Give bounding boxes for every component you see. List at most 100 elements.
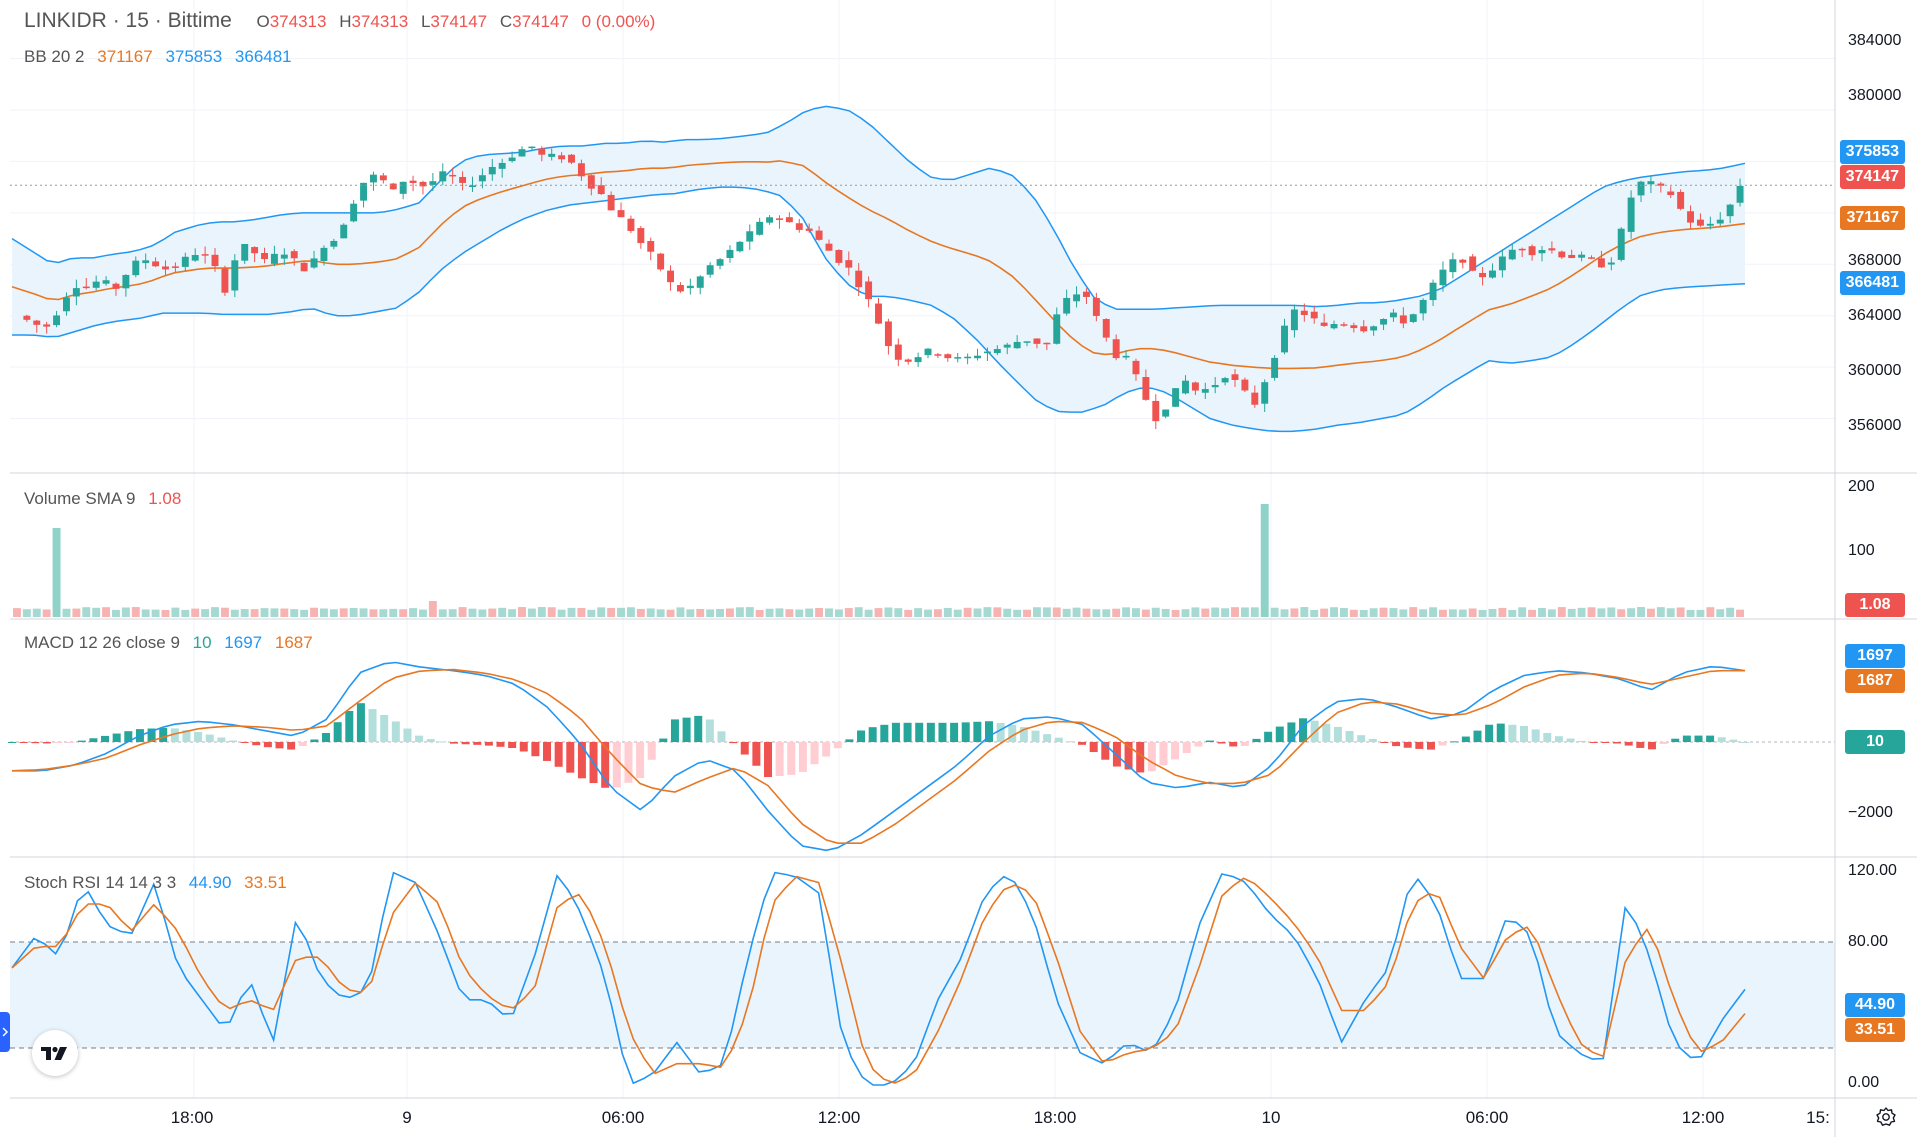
macd-hist-bar [287, 742, 296, 750]
ohlc-low: 374147 [430, 12, 488, 31]
volume-bar [72, 608, 81, 617]
volume-bar [379, 609, 388, 617]
candle-body [72, 288, 80, 297]
candle-body [944, 354, 952, 359]
volume-bar [1656, 607, 1665, 617]
volume-bar [815, 608, 824, 617]
macd-hist-bar [1112, 742, 1121, 767]
bb-lower-value: 366481 [234, 47, 292, 66]
volume-bar [151, 609, 160, 617]
candle-body [865, 281, 873, 300]
macd-hist-bar [798, 742, 807, 772]
time-label: 9 [402, 1108, 412, 1127]
candle-body [825, 243, 833, 251]
macd-hist-bar [298, 742, 307, 746]
volume-bar [518, 607, 526, 617]
macd-hist-bar [1136, 742, 1145, 773]
volume-bar [458, 607, 467, 617]
volume-bar [983, 607, 992, 617]
macd-hist-bar [1205, 740, 1214, 742]
macd-hist-bar [1368, 739, 1377, 742]
volume-bar [656, 609, 665, 617]
candle-body [1221, 378, 1229, 383]
volume-bar [1736, 609, 1744, 617]
volume-bar [1379, 607, 1388, 617]
side-panel-toggle[interactable] [0, 1012, 10, 1052]
volume-bar [527, 608, 536, 617]
time-label: 06:00 [601, 1108, 645, 1127]
macd-hist-bar [775, 742, 784, 777]
pane-separators[interactable] [10, 0, 1917, 1137]
candle-body [974, 355, 981, 359]
volume-bar [1112, 608, 1121, 617]
macd-hist-bar [1694, 735, 1703, 742]
macd-hist-bar [310, 739, 319, 742]
volume-bar [1290, 608, 1299, 617]
candle-body [369, 174, 377, 183]
macd-hist-bar [1240, 742, 1249, 746]
candle-body [221, 268, 229, 293]
macd-hist-bar [612, 742, 621, 788]
candle-body [1687, 211, 1695, 223]
time-label: 15: [1806, 1108, 1830, 1127]
candle-body [1142, 377, 1150, 400]
macd-legend[interactable]: MACD 12 26 close 9 10 1697 1687 [24, 633, 321, 653]
volume-bar [498, 607, 507, 617]
macd-hist-bar [147, 728, 156, 742]
macd-hist-bar [1473, 730, 1482, 742]
candle-body [627, 218, 635, 231]
volume-bar [250, 609, 259, 617]
stoch-k-badge: 44.90 [1845, 993, 1905, 1017]
macd-signal-badge: 1687 [1845, 669, 1905, 693]
candle-body [657, 253, 665, 270]
symbol-name[interactable]: LINKIDR [24, 9, 107, 32]
tradingview-logo[interactable] [32, 1030, 78, 1076]
candle-body [875, 303, 882, 324]
volume-bar [161, 609, 170, 617]
macd-hist-bar [426, 739, 435, 742]
candle-body [1132, 360, 1140, 375]
macd-hist-bar [1636, 742, 1645, 748]
volume-bar [825, 608, 833, 617]
stoch-d-badge: 33.51 [1845, 1018, 1905, 1042]
candle-body [1548, 248, 1556, 251]
volume-legend[interactable]: Volume SMA 9 1.08 [24, 489, 189, 509]
candle-body [1122, 355, 1130, 358]
stoch-legend[interactable]: Stoch RSI 14 14 3 3 44.90 33.51 [24, 873, 295, 893]
candle-body [1568, 254, 1576, 259]
volume-bar [1032, 607, 1041, 617]
macd-hist-bar [1554, 736, 1563, 742]
macd-hist-bar [322, 732, 331, 742]
macd-hist-bar [345, 710, 354, 742]
bollinger-band-fill [12, 106, 1745, 432]
macd-hist-bar [833, 742, 842, 749]
candles [23, 146, 1744, 429]
volume-bar [1151, 607, 1160, 617]
candle-body [1647, 181, 1655, 185]
volume-bar [468, 608, 477, 617]
volume-bar [52, 528, 61, 617]
macd-hist-bar [333, 722, 342, 742]
volume-bar [696, 608, 705, 617]
candle-body [1290, 309, 1298, 331]
bb-legend[interactable]: BB 20 2 371167 375853 366481 [24, 47, 300, 67]
candle-body [191, 255, 199, 261]
volume-bar [260, 608, 269, 617]
volume-bar [1607, 607, 1616, 617]
candle-body [1657, 183, 1665, 186]
volume-bar [1597, 608, 1606, 617]
candle-body [1300, 310, 1308, 316]
macd-tick: −2000 [1848, 804, 1893, 821]
volume-bar [270, 608, 279, 617]
time-label: 10 [1261, 1108, 1281, 1127]
tradingview-logo-icon [41, 1046, 67, 1060]
candle-body [211, 254, 219, 267]
macd-hist-bar [66, 742, 75, 743]
candle-body [617, 210, 625, 218]
candle-body [736, 241, 744, 252]
interval[interactable]: 15 [125, 9, 149, 32]
settings-gear-icon[interactable] [1875, 1106, 1897, 1128]
candle-body [132, 260, 140, 276]
volume-bar [557, 609, 566, 617]
